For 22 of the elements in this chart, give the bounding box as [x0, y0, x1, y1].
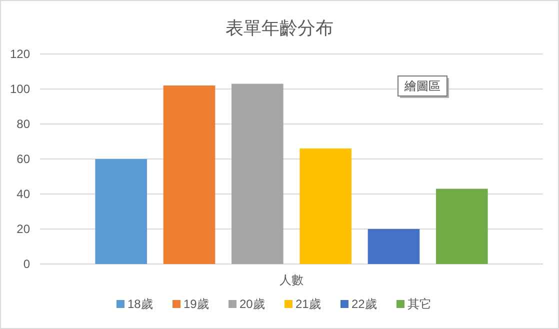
legend-label: 22歲 [352, 297, 377, 312]
annotation: 繪圖區 [404, 79, 440, 94]
y-tick-label: 120 [10, 47, 30, 62]
bar [436, 188, 488, 264]
y-tick-label: 60 [16, 152, 30, 166]
bar [300, 148, 352, 264]
y-tick-label: 20 [16, 222, 30, 236]
legend-label: 19歲 [184, 297, 209, 312]
bar [368, 229, 420, 264]
legend-label: 18歲 [128, 297, 153, 312]
legend-label: 21歲 [296, 297, 321, 312]
chart-title: 表單年齡分布 [226, 18, 334, 38]
y-tick-label: 40 [16, 187, 30, 202]
y-tick-label: 100 [10, 82, 30, 96]
bar [95, 159, 148, 264]
x-tick-label: 人數 [280, 273, 304, 287]
y-tick-label: 80 [16, 117, 30, 132]
bar [163, 86, 216, 264]
legend-label: 其它 [408, 297, 432, 312]
y-tick-label: 0 [23, 257, 30, 272]
legend-label: 20歲 [240, 297, 265, 312]
bar [232, 84, 284, 264]
